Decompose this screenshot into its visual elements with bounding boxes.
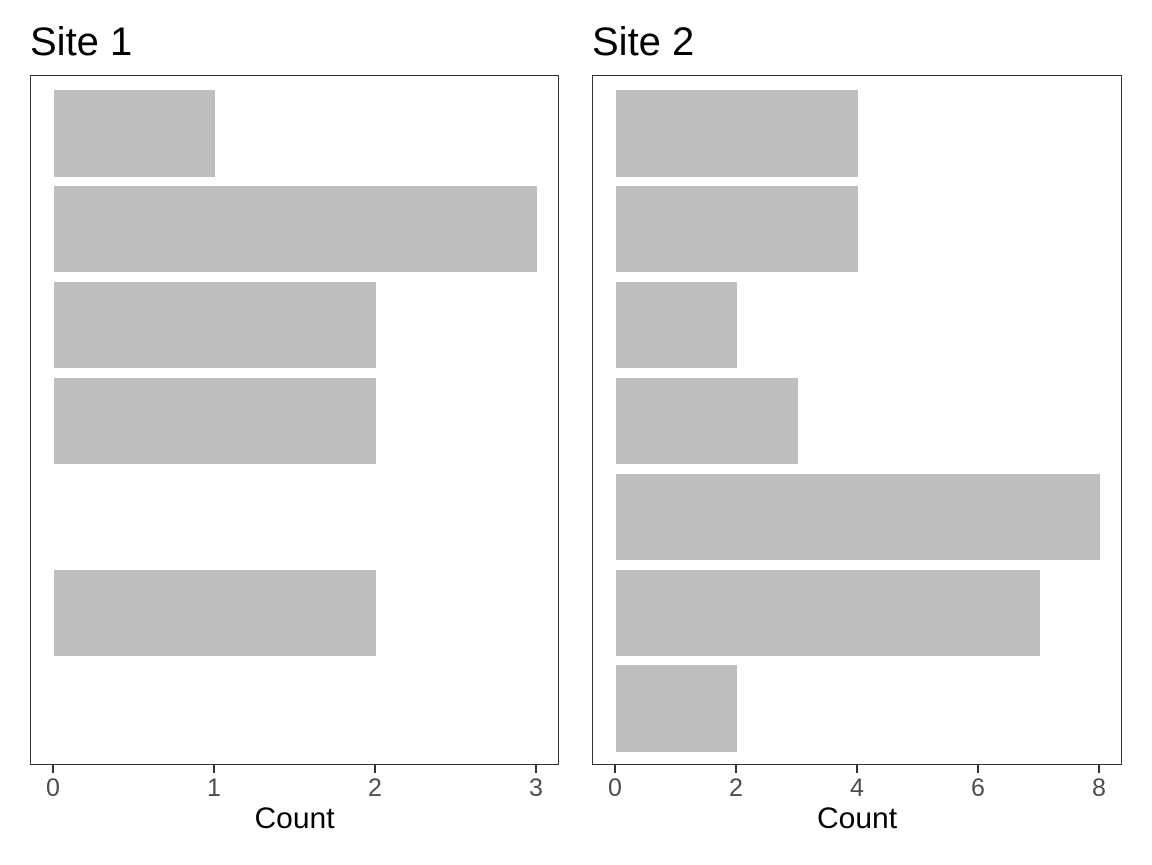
x-tick-mark: [374, 765, 376, 773]
x-tick-label: 1: [207, 774, 221, 802]
x-tick-mark: [52, 765, 54, 773]
bar: [54, 377, 376, 465]
bar: [616, 569, 1040, 656]
bar: [616, 473, 1100, 560]
bar: [54, 569, 376, 656]
chart-title: Site 2: [592, 20, 695, 64]
plot-panel: [592, 75, 1122, 765]
bar: [616, 282, 737, 369]
x-tick-label: 8: [1092, 774, 1106, 802]
x-tick-label: 3: [529, 774, 543, 802]
bar: [54, 186, 537, 273]
x-tick-label: 0: [608, 774, 622, 802]
bar: [616, 377, 798, 465]
x-tick-mark: [856, 765, 858, 773]
x-tick-label: 2: [729, 774, 743, 802]
x-tick-mark: [213, 765, 215, 773]
x-tick-mark: [1098, 765, 1100, 773]
x-tick-label: 2: [368, 774, 382, 802]
x-tick-label: 4: [850, 774, 864, 802]
x-tick-label: 0: [46, 774, 60, 802]
x-tick-mark: [977, 765, 979, 773]
chart-title: Site 1: [30, 20, 133, 64]
bar: [616, 90, 858, 177]
bar: [54, 282, 376, 369]
x-tick-label: 6: [971, 774, 985, 802]
x-axis-title: Count: [254, 802, 335, 835]
x-tick-mark: [535, 765, 537, 773]
x-tick-mark: [735, 765, 737, 773]
bar: [54, 90, 215, 177]
bar: [616, 665, 737, 752]
x-axis-title: Count: [816, 802, 898, 835]
bar: [616, 186, 858, 273]
x-tick-mark: [614, 765, 616, 773]
plot-panel: [30, 75, 559, 765]
